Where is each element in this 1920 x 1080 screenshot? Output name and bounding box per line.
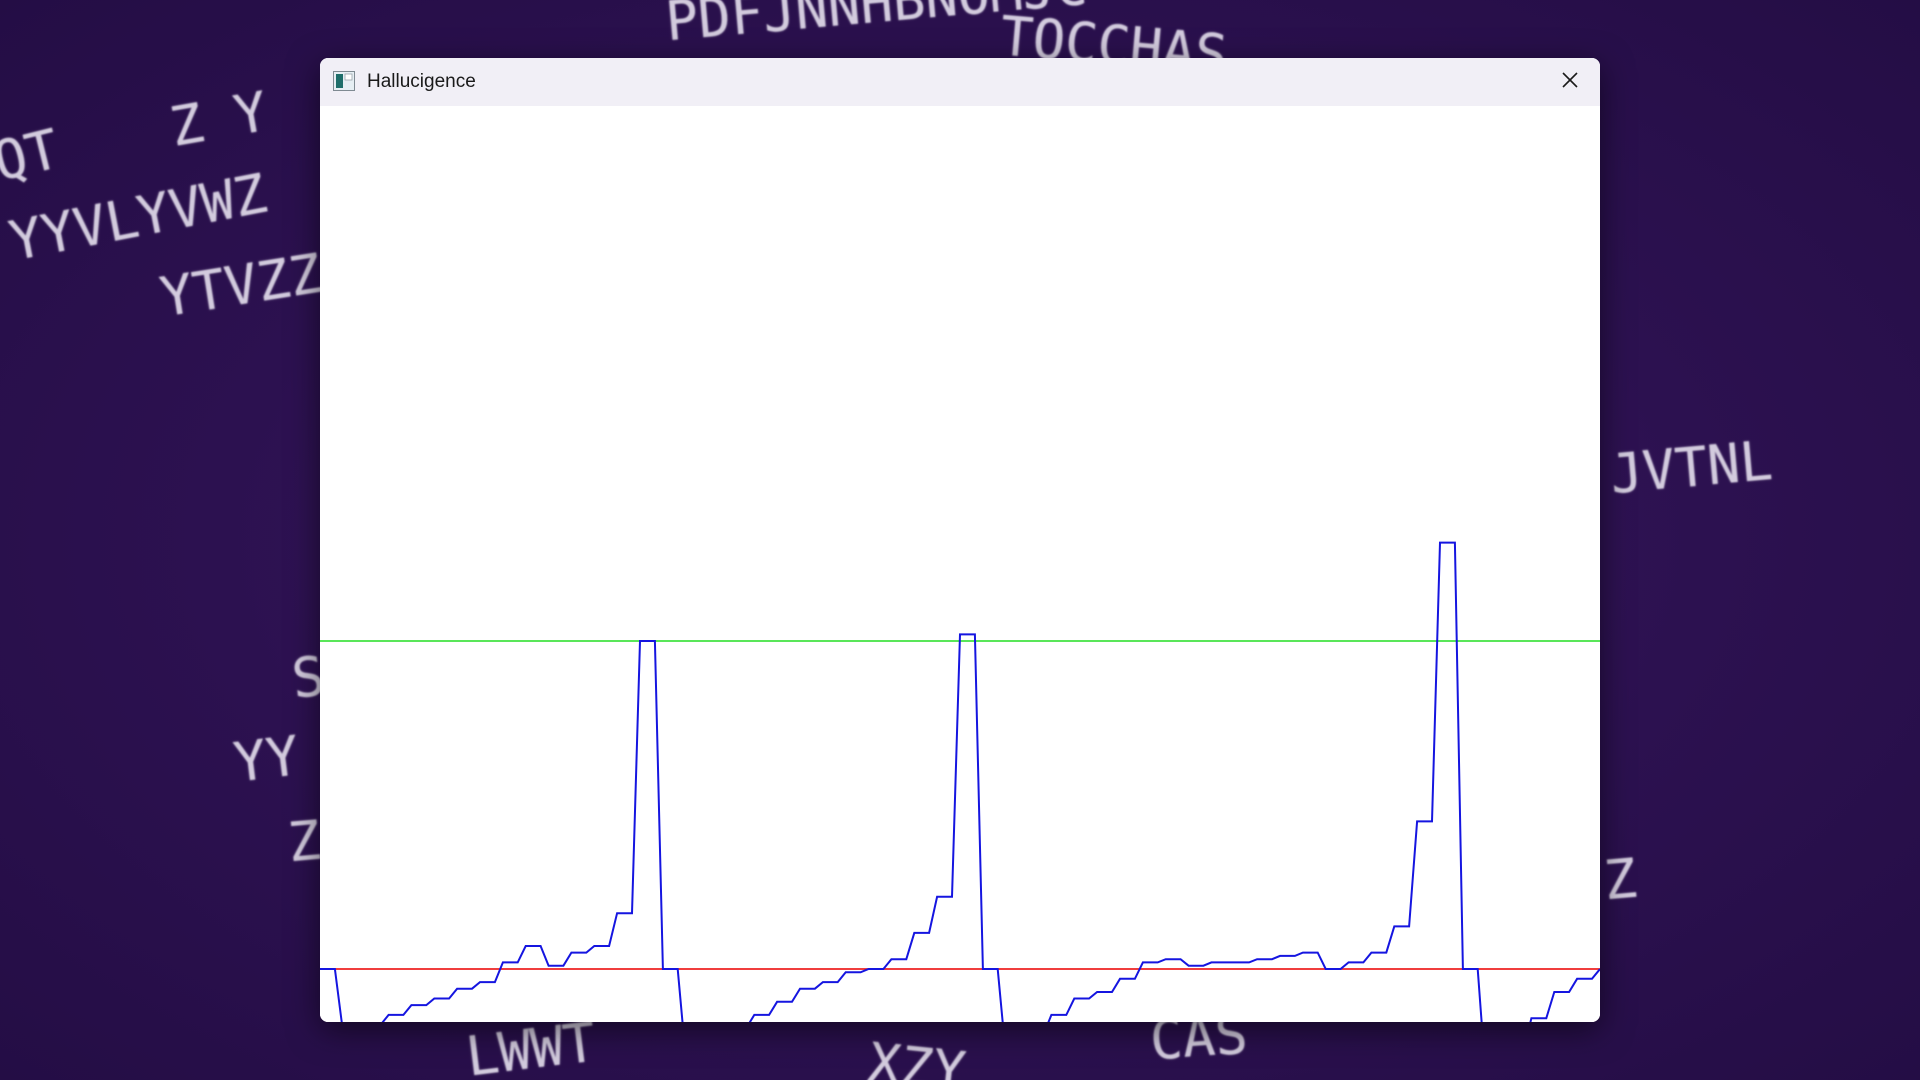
background-text: YY <box>230 724 303 795</box>
background-text: QT <box>0 117 66 194</box>
background-text: JVTNL <box>1607 429 1775 506</box>
title-bar[interactable]: Hallucigence <box>320 58 1600 106</box>
app-window[interactable]: Hallucigence <box>320 58 1600 1022</box>
background-text: Z <box>1601 846 1640 913</box>
close-button[interactable] <box>1540 58 1600 106</box>
background-text: Z <box>285 808 324 875</box>
signal-plot <box>320 541 1600 1022</box>
window-title: Hallucigence <box>367 71 476 92</box>
app-window-icon <box>333 71 355 91</box>
signal-line <box>320 541 1600 1022</box>
close-icon <box>1560 70 1580 95</box>
plot-area <box>320 106 1600 1022</box>
background-text: XZY <box>864 1031 969 1080</box>
background-text: YTVZZ <box>156 241 327 330</box>
background-text: Z Y <box>165 80 273 159</box>
